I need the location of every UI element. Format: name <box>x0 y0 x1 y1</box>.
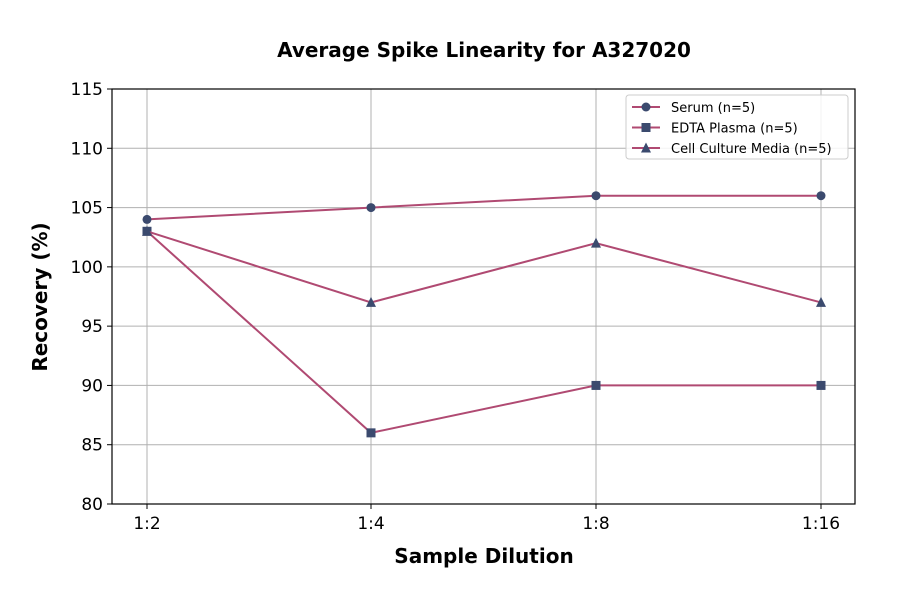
data-point <box>591 380 601 390</box>
legend: Serum (n=5) EDTA Plasma (n=5) Cell Culture… <box>625 94 849 160</box>
x-tick-label: 1:2 <box>133 514 160 534</box>
y-tick-label: 80 <box>81 495 103 515</box>
series-2 <box>142 225 826 307</box>
data-point <box>366 203 376 213</box>
x-axis-label: Sample Dilution <box>394 544 573 568</box>
y-axis-label: Recovery (%) <box>28 222 52 371</box>
legend-label: EDTA Plasma (n=5) <box>671 122 798 137</box>
series-0 <box>142 191 826 224</box>
x-tick-label: 1:4 <box>357 514 384 534</box>
data-point <box>816 296 826 307</box>
y-tick-label: 90 <box>81 376 103 396</box>
data-point <box>591 191 601 201</box>
series-line <box>146 194 821 221</box>
y-tick-label: 100 <box>71 258 103 278</box>
data-point <box>591 237 601 248</box>
y-tick-label: 115 <box>71 80 103 100</box>
y-tick-label: 105 <box>71 199 103 219</box>
legend-marker <box>641 123 651 132</box>
y-tick-label: 110 <box>71 139 103 159</box>
data-point <box>816 380 826 390</box>
legend-marker <box>641 102 651 112</box>
series-line <box>146 230 822 304</box>
series-1 <box>142 226 826 438</box>
chart-title: Average Spike Linearity for A327020 <box>277 38 691 62</box>
legend-label: Cell Culture Media (n=5) <box>671 142 832 157</box>
data-point <box>366 428 376 438</box>
legend-marker <box>641 142 651 153</box>
x-tick-label: 1:16 <box>802 514 840 534</box>
legend-box <box>625 94 849 160</box>
plot-frame <box>111 88 856 505</box>
series-line <box>146 230 821 434</box>
x-tick-label: 1:8 <box>582 514 609 534</box>
data-point <box>366 296 376 307</box>
y-tick-label: 85 <box>81 436 103 456</box>
data-point <box>142 214 152 224</box>
legend-label: Serum (n=5) <box>671 101 755 116</box>
data-point <box>142 225 152 236</box>
y-tick-label: 95 <box>81 317 103 337</box>
data-point <box>816 191 826 201</box>
